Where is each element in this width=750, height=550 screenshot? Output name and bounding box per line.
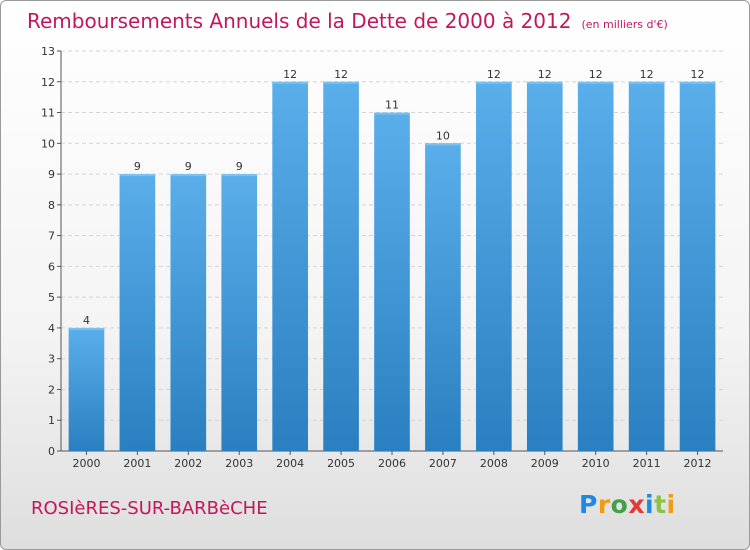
bar-value-label-2012: 12 bbox=[691, 68, 705, 81]
bar-value-label-2010: 12 bbox=[589, 68, 603, 81]
y-tick-label-12: 12 bbox=[41, 76, 55, 89]
bar-value-label-2000: 4 bbox=[83, 314, 90, 327]
bar-value-label-2007: 10 bbox=[436, 129, 450, 142]
bar-2003 bbox=[221, 174, 258, 452]
bar-top-2007 bbox=[425, 143, 461, 146]
chart-title-block: Remboursements Annuels de la Dette de 20… bbox=[27, 9, 668, 33]
x-tick-label-2006: 2006 bbox=[378, 457, 406, 470]
x-tick-label-2012: 2012 bbox=[684, 457, 712, 470]
proxiti-logo: Proxiti bbox=[579, 490, 676, 519]
bar-2008 bbox=[476, 81, 512, 452]
bar-top-2012 bbox=[679, 81, 716, 84]
x-tick-label-2009: 2009 bbox=[531, 457, 559, 470]
labels: 0123456789101112134200092001920029200312… bbox=[41, 45, 712, 470]
bar-value-label-2009: 12 bbox=[538, 68, 552, 81]
y-tick-label-4: 4 bbox=[48, 322, 55, 335]
bar-2007 bbox=[425, 143, 461, 452]
bar-2006 bbox=[374, 112, 410, 452]
bar-top-2009 bbox=[526, 81, 563, 84]
bar-2004 bbox=[272, 81, 308, 452]
y-tick-label-8: 8 bbox=[48, 199, 55, 212]
commune-name: ROSIèRES-SUR-BARBèCHE bbox=[31, 498, 268, 519]
x-tick-label-2000: 2000 bbox=[72, 457, 100, 470]
y-tick-label-11: 11 bbox=[41, 107, 55, 120]
y-tick-label-0: 0 bbox=[48, 445, 55, 458]
y-tick-label-5: 5 bbox=[48, 291, 55, 304]
bar-top-2008 bbox=[476, 81, 512, 84]
bar-value-label-2003: 9 bbox=[236, 160, 243, 173]
x-tick-label-2008: 2008 bbox=[480, 457, 508, 470]
y-tick-label-10: 10 bbox=[41, 137, 55, 150]
chart-title: Remboursements Annuels de la Dette de 20… bbox=[27, 9, 572, 33]
bar-2000 bbox=[68, 327, 105, 451]
bar-2012 bbox=[679, 81, 716, 452]
y-tick-label-2: 2 bbox=[48, 383, 55, 396]
x-tick-label-2007: 2007 bbox=[429, 457, 457, 470]
bar-2009 bbox=[526, 81, 563, 452]
bar-2001 bbox=[119, 174, 156, 452]
bar-2010 bbox=[577, 81, 614, 452]
bar-2005 bbox=[323, 81, 359, 452]
bar-value-label-2004: 12 bbox=[283, 68, 297, 81]
y-tick-label-7: 7 bbox=[48, 230, 55, 243]
x-tick-label-2004: 2004 bbox=[276, 457, 304, 470]
y-tick-label-9: 9 bbox=[48, 168, 55, 181]
bar-2002 bbox=[170, 174, 207, 452]
x-tick-label-2005: 2005 bbox=[327, 457, 355, 470]
bar-top-2011 bbox=[628, 81, 665, 84]
bar-value-label-2006: 11 bbox=[385, 99, 399, 112]
bars bbox=[68, 81, 716, 452]
bar-top-2000 bbox=[68, 327, 105, 330]
y-tick-label-3: 3 bbox=[48, 353, 55, 366]
bar-value-label-2008: 12 bbox=[487, 68, 501, 81]
bar-value-label-2011: 12 bbox=[640, 68, 654, 81]
bar-top-2006 bbox=[374, 112, 410, 115]
y-tick-label-6: 6 bbox=[48, 260, 55, 273]
bar-value-label-2001: 9 bbox=[134, 160, 141, 173]
y-tick-label-13: 13 bbox=[41, 45, 55, 58]
chart-unit: (en milliers d'€) bbox=[581, 18, 668, 31]
bar-top-2001 bbox=[119, 174, 156, 177]
x-tick-label-2001: 2001 bbox=[123, 457, 151, 470]
x-tick-label-2003: 2003 bbox=[225, 457, 253, 470]
bar-value-label-2005: 12 bbox=[334, 68, 348, 81]
bar-top-2004 bbox=[272, 81, 308, 84]
bar-top-2002 bbox=[170, 174, 207, 177]
y-tick-label-1: 1 bbox=[48, 414, 55, 427]
bar-top-2005 bbox=[323, 81, 359, 84]
bar-value-label-2002: 9 bbox=[185, 160, 192, 173]
bar-top-2010 bbox=[577, 81, 614, 84]
bar-top-2003 bbox=[221, 174, 258, 177]
x-tick-label-2002: 2002 bbox=[174, 457, 202, 470]
bar-2011 bbox=[628, 81, 665, 452]
x-tick-label-2010: 2010 bbox=[582, 457, 610, 470]
x-tick-label-2011: 2011 bbox=[633, 457, 661, 470]
